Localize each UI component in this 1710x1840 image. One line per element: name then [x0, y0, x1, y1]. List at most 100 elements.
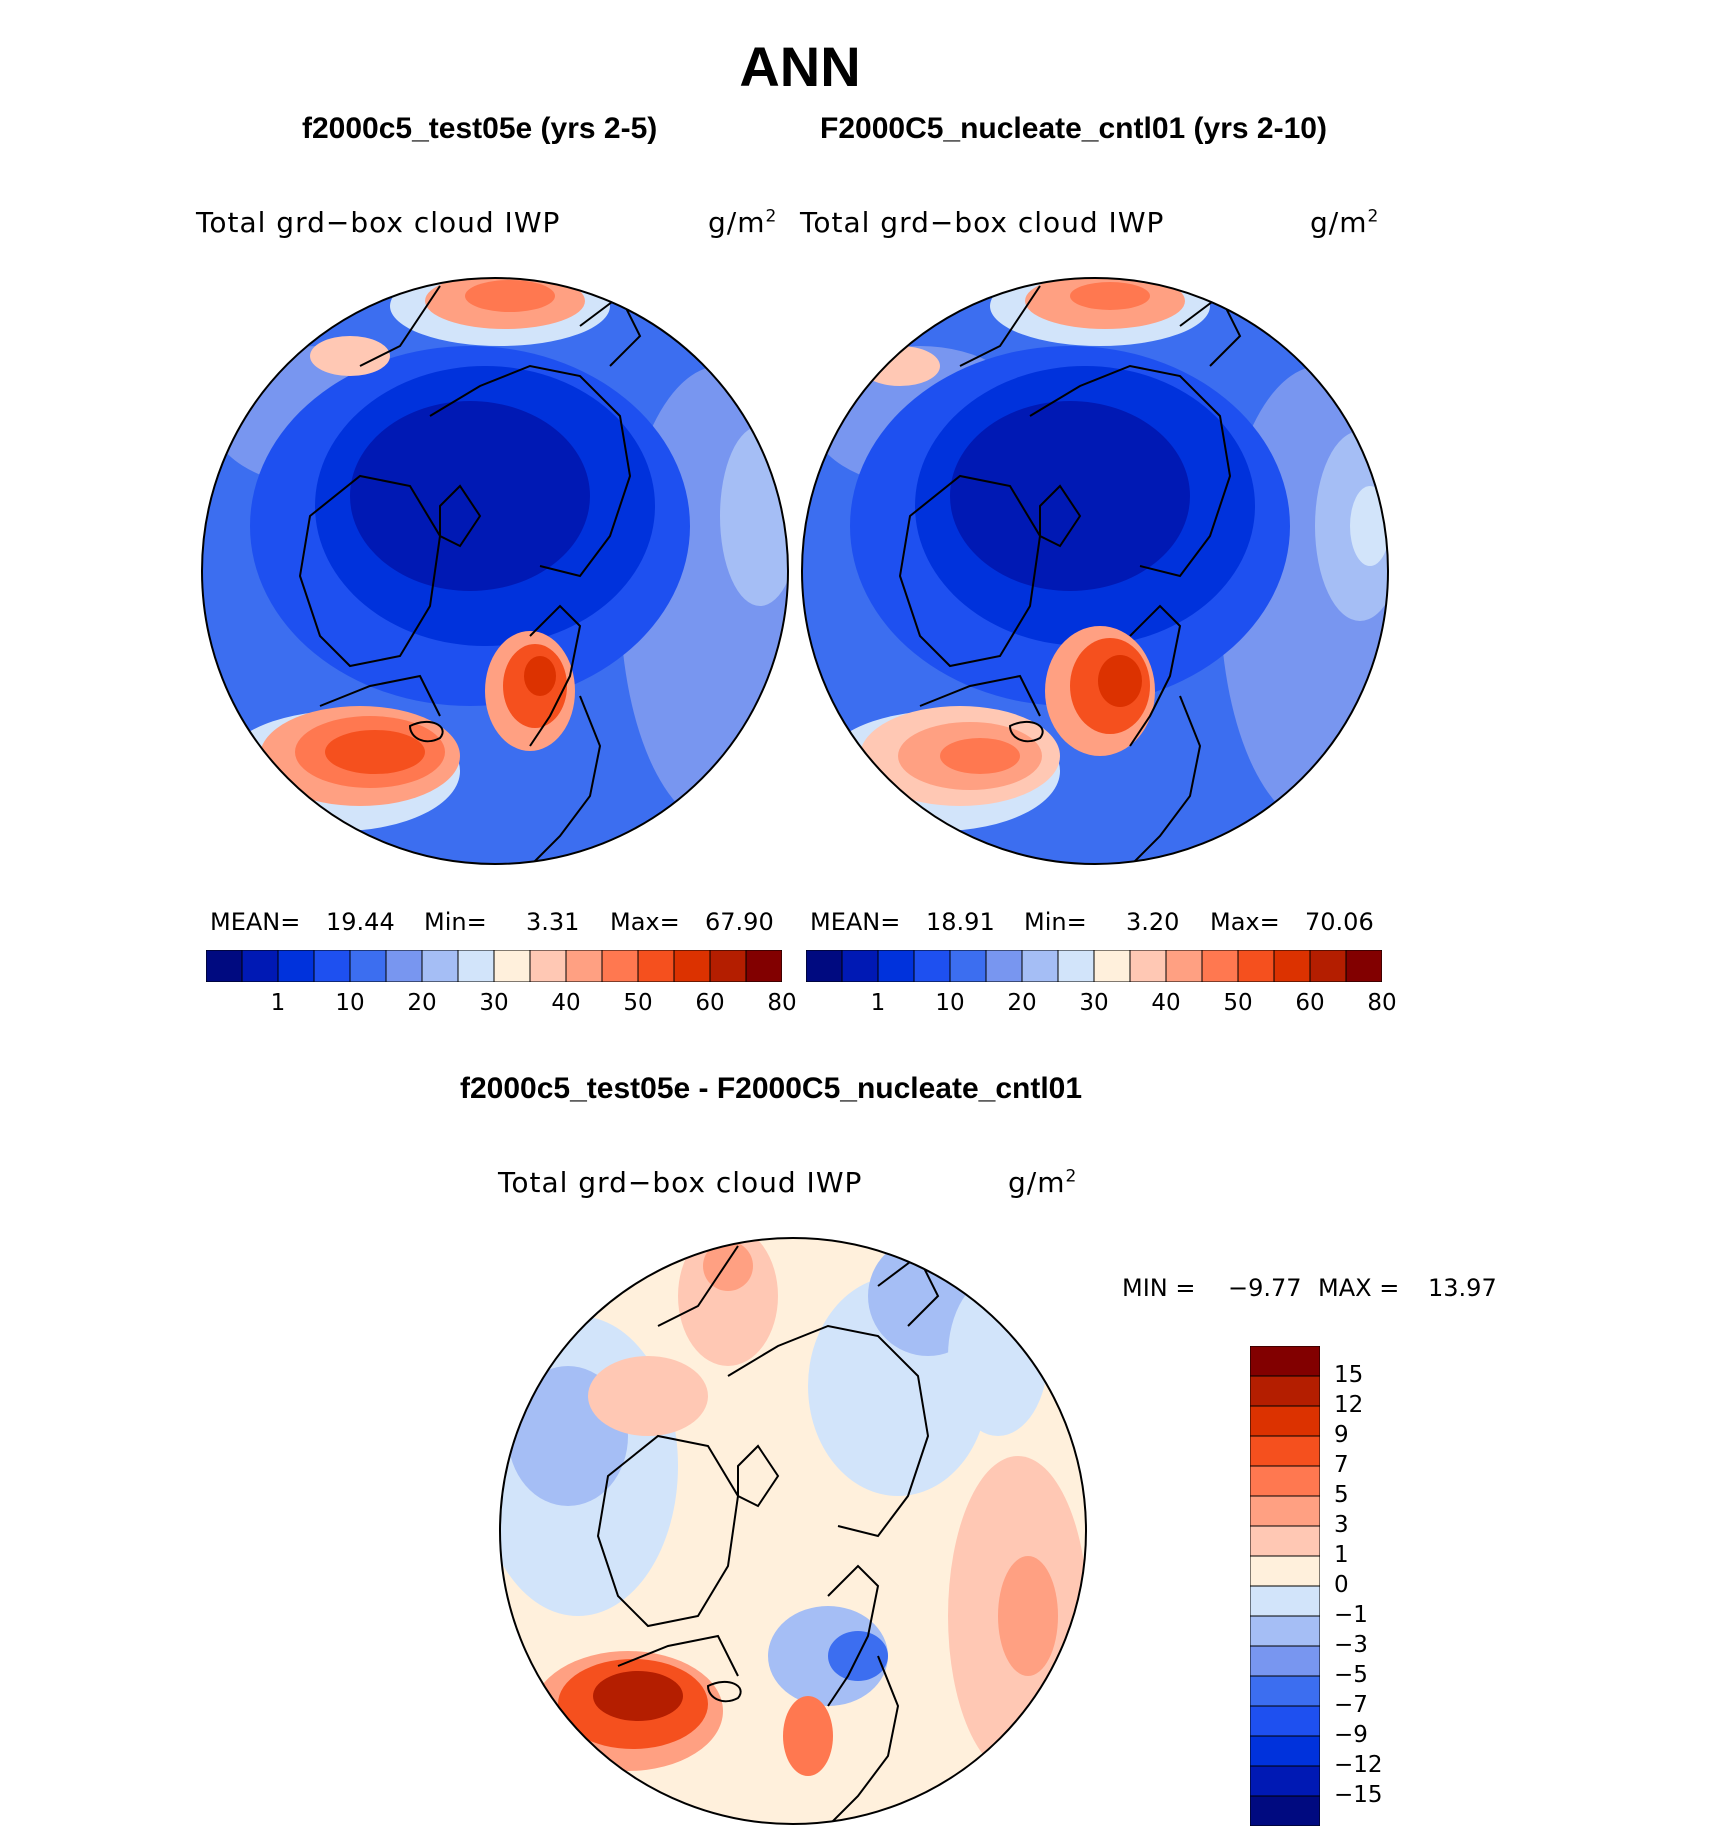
panel2-min-value: 3.20: [1126, 908, 1180, 936]
diff-colorbar: [1250, 1346, 1320, 1826]
colorbar-tick-label: 80: [767, 990, 797, 1016]
diff-colorbar-labels: 15 12 9 7 5 3 1 0 −1 −3 −5 −7 −9 −12 −15: [1334, 1346, 1454, 1826]
colorbar-swatch: [241, 950, 279, 982]
panel2-colorbar-labels: 1 10 20 30 40 50 60 80: [806, 990, 1397, 1020]
colorbar-tick-label: −9: [1334, 1722, 1368, 1748]
colorbar-swatch: [277, 950, 315, 982]
colorbar-swatch: [806, 950, 843, 982]
colorbar-swatch: [1250, 1525, 1320, 1557]
colorbar-tick-label: 20: [407, 990, 437, 1016]
colorbar-tick-label: 10: [935, 990, 965, 1016]
colorbar-swatch: [745, 950, 782, 982]
colorbar-swatch: [565, 950, 603, 982]
colorbar-swatch: [673, 950, 711, 982]
panel1-max-value: 67.90: [705, 908, 774, 936]
colorbar-swatch: [1093, 950, 1131, 982]
panel1-units-label: g/m2: [708, 206, 778, 239]
colorbar-tick-label: −3: [1334, 1632, 1368, 1658]
colorbar-tick-label: −15: [1334, 1782, 1383, 1808]
colorbar-tick-label: −1: [1334, 1602, 1368, 1628]
colorbar-tick-label: 10: [335, 990, 365, 1016]
colorbar-swatch: [1250, 1735, 1320, 1767]
colorbar-swatch: [841, 950, 879, 982]
panel1-case-title: f2000c5_test05e (yrs 2-5): [302, 112, 658, 145]
panel1-colorbar-labels: 1 10 20 30 40 50 60 80: [206, 990, 797, 1020]
colorbar-tick-label: −7: [1334, 1692, 1368, 1718]
diff-min-value: −9.77: [1228, 1274, 1302, 1302]
colorbar-tick-label: 1: [270, 990, 286, 1016]
colorbar-swatch: [385, 950, 423, 982]
panel2-polar-map: [801, 277, 1389, 865]
colorbar-tick-label: 50: [1223, 990, 1253, 1016]
diff-units-label: g/m2: [1008, 1166, 1078, 1199]
panel2-mean-label: MEAN=: [810, 908, 901, 936]
colorbar-swatch: [1165, 950, 1203, 982]
diff-max-value: 13.97: [1428, 1274, 1497, 1302]
colorbar-tick-label: 7: [1334, 1452, 1349, 1478]
colorbar-tick-label: 12: [1334, 1392, 1364, 1418]
colorbar-tick-label: 60: [695, 990, 725, 1016]
colorbar-swatch: [877, 950, 915, 982]
colorbar-tick-label: 40: [551, 990, 581, 1016]
colorbar-swatch: [913, 950, 951, 982]
colorbar-swatch: [1273, 950, 1311, 982]
plot-title: ANN: [739, 35, 861, 98]
colorbar-swatch: [1345, 950, 1382, 982]
colorbar-swatch: [1021, 950, 1059, 982]
colorbar-tick-label: 30: [1079, 990, 1109, 1016]
panel2-variable-label: Total grd−box cloud IWP: [800, 206, 1165, 239]
panel2-max-value: 70.06: [1305, 908, 1374, 936]
panel2-colorbar: [806, 950, 1382, 982]
colorbar-tick-label: 15: [1334, 1362, 1364, 1388]
colorbar-swatch: [1309, 950, 1347, 982]
colorbar-swatch: [1250, 1435, 1320, 1467]
colorbar-swatch: [421, 950, 459, 982]
colorbar-swatch: [1250, 1615, 1320, 1647]
colorbar-swatch: [1237, 950, 1275, 982]
panel2-units-label: g/m2: [1310, 206, 1380, 239]
colorbar-tick-label: 50: [623, 990, 653, 1016]
diff-min-label: MIN =: [1122, 1274, 1196, 1302]
colorbar-tick-label: −12: [1334, 1752, 1383, 1778]
diff-variable-label: Total grd−box cloud IWP: [498, 1166, 863, 1199]
panel1-polar-map: [201, 277, 789, 865]
colorbar-swatch: [1250, 1585, 1320, 1617]
colorbar-swatch: [1250, 1405, 1320, 1437]
colorbar-swatch: [1250, 1795, 1320, 1826]
colorbar-swatch: [493, 950, 531, 982]
colorbar-tick-label: −5: [1334, 1662, 1368, 1688]
colorbar-swatch: [457, 950, 495, 982]
colorbar-tick-label: 20: [1007, 990, 1037, 1016]
diff-max-label: MAX =: [1318, 1274, 1400, 1302]
colorbar-swatch: [601, 950, 639, 982]
colorbar-swatch: [1129, 950, 1167, 982]
colorbar-swatch: [1250, 1675, 1320, 1707]
colorbar-swatch: [1250, 1645, 1320, 1677]
colorbar-swatch: [1250, 1495, 1320, 1527]
colorbar-tick-label: 5: [1334, 1482, 1349, 1508]
colorbar-swatch: [1250, 1346, 1320, 1377]
colorbar-swatch: [206, 950, 243, 982]
panel1-colorbar: [206, 950, 782, 982]
colorbar-swatch: [1250, 1705, 1320, 1737]
panel1-variable-label: Total grd−box cloud IWP: [196, 206, 561, 239]
panel2-mean-value: 18.91: [926, 908, 995, 936]
colorbar-swatch: [1250, 1555, 1320, 1587]
colorbar-swatch: [949, 950, 987, 982]
colorbar-swatch: [985, 950, 1023, 982]
colorbar-tick-label: 80: [1367, 990, 1397, 1016]
colorbar-tick-label: 3: [1334, 1512, 1349, 1538]
colorbar-tick-label: 40: [1151, 990, 1181, 1016]
colorbar-swatch: [637, 950, 675, 982]
colorbar-swatch: [1201, 950, 1239, 982]
colorbar-tick-label: 1: [1334, 1542, 1349, 1568]
panel1-mean-label: MEAN=: [210, 908, 301, 936]
panel1-mean-value: 19.44: [326, 908, 395, 936]
panel2-min-label: Min=: [1024, 908, 1087, 936]
panel2-max-label: Max=: [1210, 908, 1280, 936]
panel2-case-title: F2000C5_nucleate_cntl01 (yrs 2-10): [820, 112, 1327, 145]
colorbar-tick-label: 30: [479, 990, 509, 1016]
panel1-min-value: 3.31: [526, 908, 580, 936]
colorbar-swatch: [709, 950, 747, 982]
colorbar-swatch: [529, 950, 567, 982]
